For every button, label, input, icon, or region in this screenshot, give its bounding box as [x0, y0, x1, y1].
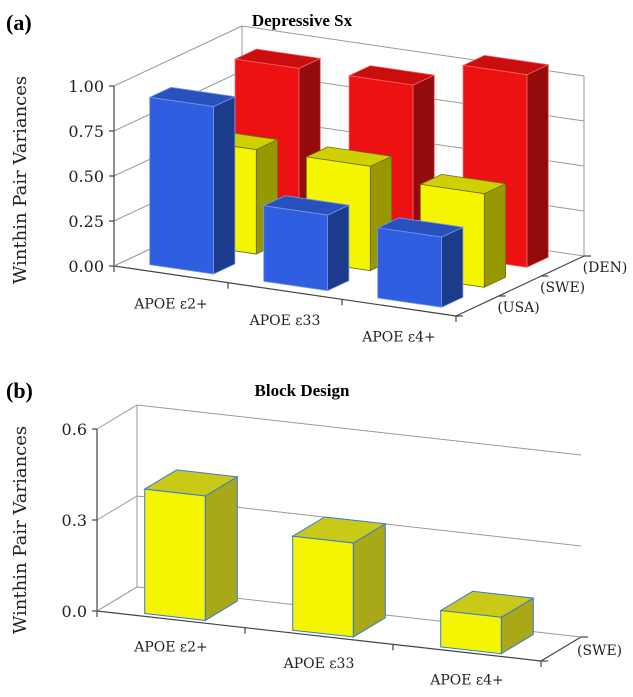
panel-a-label: (a)	[6, 10, 32, 35]
bar-front	[292, 535, 354, 638]
bar-side	[204, 475, 238, 622]
y-tick-label: 0.75	[68, 122, 104, 141]
gridline	[113, 25, 243, 87]
y-tick-label: 0.6	[62, 420, 87, 439]
bar-side	[441, 226, 464, 308]
y-tick-label: 0.50	[68, 167, 104, 186]
panel-a-title: Depressive Sx	[252, 11, 353, 30]
bar-side	[352, 522, 386, 638]
bar-side	[526, 64, 549, 268]
x-tick-label: APOE ε33	[283, 656, 355, 672]
bar-front	[263, 205, 329, 292]
bar	[291, 516, 387, 638]
gridline	[136, 404, 582, 456]
x-tick-label: APOE ε4+	[429, 673, 504, 689]
x-tick-label: APOE ε4+	[361, 330, 436, 346]
series-label: (USA)	[497, 300, 539, 316]
y-tick-label: 0.0	[62, 602, 87, 621]
y-tick-label: 0.3	[62, 511, 87, 530]
series-label: (SWE)	[540, 280, 585, 296]
x-tick-label: APOE ε2+	[133, 639, 208, 655]
series-label: (SWE)	[577, 643, 622, 659]
gridline	[96, 495, 138, 521]
bar-front	[377, 227, 443, 308]
bar-side	[483, 183, 507, 288]
panel-a-plot: 0.00 0.25 0.50 0.75 1.00 APOE ε2+ APOE ε33 APOE…	[68, 25, 628, 346]
panel-a-ylabel: Winthin Pair Variances	[10, 76, 31, 284]
bar	[439, 590, 535, 655]
depth-axis	[540, 636, 582, 662]
depth-axis	[455, 255, 585, 317]
y-tick-label: 1.00	[68, 77, 104, 96]
panel-b-label: (b)	[6, 378, 33, 403]
x-tick-label: APOE ε33	[249, 313, 321, 329]
series-label: (DEN)	[583, 260, 628, 276]
floor-edge	[96, 586, 138, 612]
panel-b-plot: 0.0 0.3 0.6 APOE ε2+ APOE ε33 APOE ε4+ (SWE)	[62, 404, 622, 689]
bar-front	[440, 609, 502, 655]
y-tick-label: 0.00	[68, 257, 104, 276]
bar	[148, 86, 237, 275]
bar	[262, 195, 351, 292]
panel-b-title: Block Design	[255, 381, 350, 400]
bar-front	[144, 488, 206, 621]
bar	[376, 217, 465, 308]
y-tick-label: 0.25	[68, 212, 104, 231]
bar-side	[213, 95, 236, 275]
gridline	[96, 404, 138, 430]
bar-side	[327, 204, 350, 292]
bar	[143, 469, 239, 622]
bar-front	[149, 96, 215, 275]
x-tick-label: APOE ε2+	[133, 296, 208, 312]
x-axis	[113, 265, 457, 317]
x-axis	[96, 610, 542, 662]
panel-b-ylabel: Winthin Pair Variances	[10, 426, 31, 634]
